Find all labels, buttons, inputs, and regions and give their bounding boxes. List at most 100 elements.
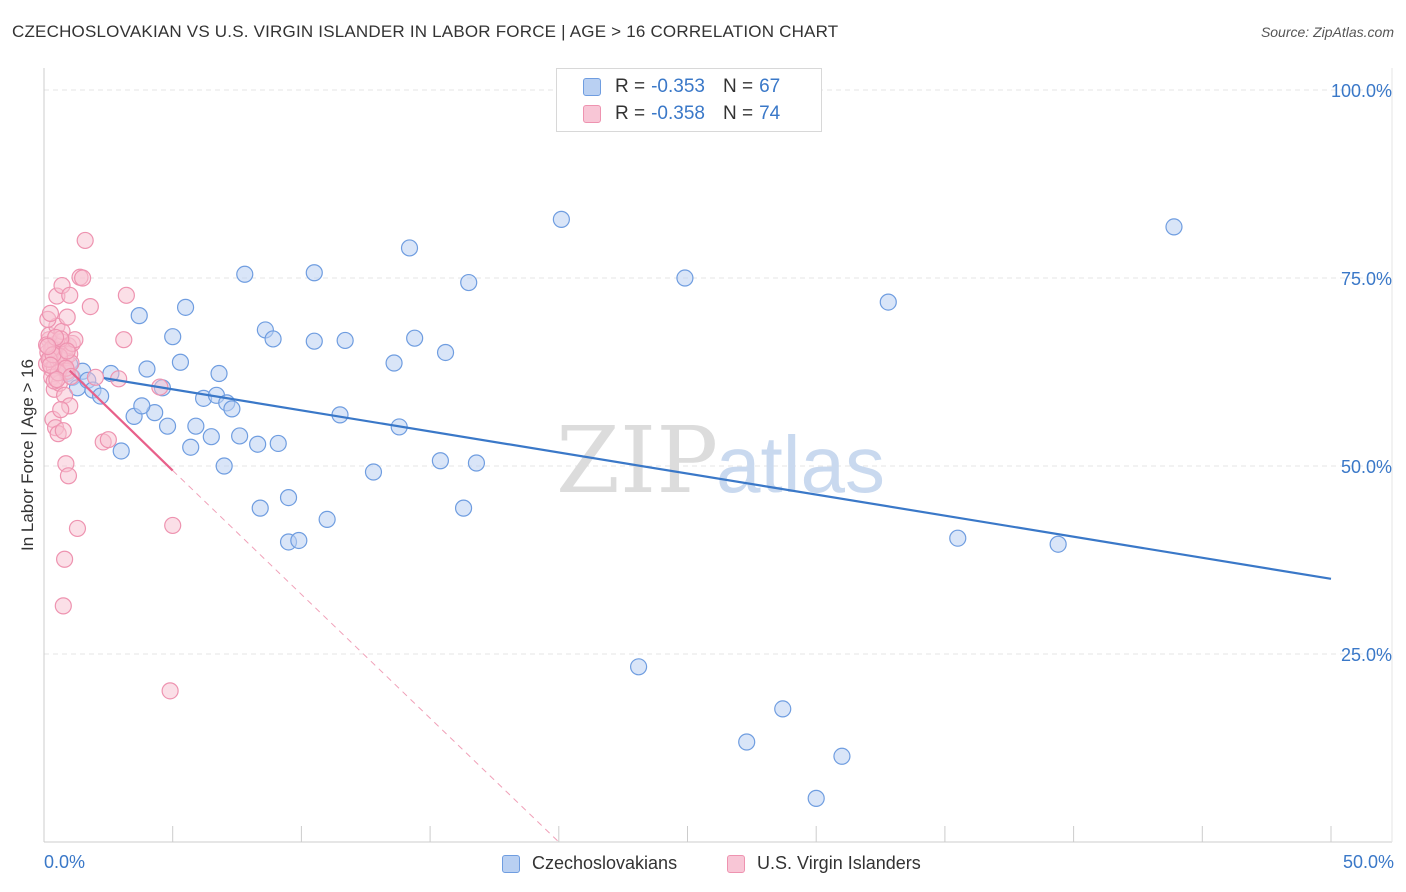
- data-point-virgin-islander: [41, 356, 60, 374]
- data-point-czechoslovakian: [807, 789, 825, 807]
- legend-label-virgin-islanders: U.S. Virgin Islanders: [757, 853, 921, 873]
- watermark-zip: ZIP: [556, 407, 718, 514]
- data-point-virgin-islander: [41, 304, 60, 322]
- data-point-virgin-islander: [117, 286, 135, 304]
- legend-n-value: 74: [759, 103, 781, 124]
- trend-line-czechoslovakians: [103, 376, 1332, 580]
- data-point-virgin-islander: [115, 331, 133, 349]
- legend-swatch-pink: [727, 854, 745, 873]
- data-point-virgin-islander: [52, 401, 70, 419]
- legend-label-czechoslovakians: Czechoslovakians: [532, 853, 678, 873]
- data-point-czechoslovakian: [133, 397, 151, 415]
- data-point-czechoslovakian: [279, 489, 298, 507]
- data-point-czechoslovakian: [171, 353, 190, 371]
- watermark-atlas: atlas: [716, 420, 885, 509]
- trend-line-virgin-islanders-extended: [172, 470, 560, 843]
- data-point-czechoslovakian: [467, 454, 486, 472]
- data-point-czechoslovakian: [949, 529, 967, 547]
- data-point-czechoslovakian: [231, 427, 249, 445]
- legend-item-czechoslovakians: Czechoslovakians: [502, 853, 677, 874]
- data-point-czechoslovakian: [164, 328, 182, 346]
- data-point-czechoslovakian: [264, 330, 282, 348]
- data-point-czechoslovakian: [400, 239, 419, 257]
- data-point-czechoslovakian: [318, 510, 336, 529]
- chart-title: CZECHOSLOVAKIAN VS U.S. VIRGIN ISLANDER …: [12, 22, 839, 41]
- data-point-czechoslovakian: [454, 499, 473, 517]
- trend-line-virgin-islanders: [68, 369, 174, 472]
- gridlines: [44, 89, 1392, 655]
- data-point-virgin-islander: [55, 550, 74, 568]
- data-point-czechoslovakian: [176, 298, 195, 316]
- data-point-czechoslovakian: [406, 329, 424, 347]
- data-point-czechoslovakian: [336, 331, 354, 350]
- legend-r-value: -0.358: [651, 103, 705, 124]
- series-virgin-islanders: [37, 231, 182, 700]
- data-point-czechoslovakian: [305, 332, 323, 350]
- data-point-virgin-islander: [81, 298, 99, 316]
- legend-item-virgin-islanders: U.S. Virgin Islanders: [727, 853, 921, 874]
- data-point-virgin-islander: [61, 286, 79, 304]
- data-point-virgin-islander: [164, 516, 182, 535]
- data-point-virgin-islander: [39, 337, 57, 356]
- data-point-czechoslovakian: [552, 210, 570, 228]
- data-point-czechoslovakian: [187, 417, 205, 435]
- series-legend: Czechoslovakians U.S. Virgin Islanders: [0, 851, 1406, 877]
- data-point-czechoslovakian: [460, 273, 478, 292]
- data-point-virgin-islander: [68, 519, 87, 538]
- legend-n-label: N =: [722, 103, 754, 124]
- legend-n-label: N =: [722, 76, 754, 97]
- source-label: Source: ZipAtlas.com: [1260, 24, 1394, 40]
- data-point-czechoslovakian: [833, 747, 851, 765]
- legend-swatch-blue: [502, 854, 520, 873]
- data-point-czechoslovakian: [249, 435, 267, 453]
- data-point-czechoslovakian: [202, 428, 220, 446]
- data-point-czechoslovakian: [385, 354, 403, 372]
- data-point-virgin-islander: [48, 370, 66, 389]
- y-tick-label-100: 100.0%: [1331, 81, 1392, 101]
- data-point-czechoslovakian: [158, 417, 177, 435]
- data-point-virgin-islander: [62, 367, 80, 386]
- y-tick-label-50: 50.0%: [1341, 457, 1392, 477]
- data-point-czechoslovakian: [138, 360, 156, 378]
- data-point-czechoslovakian: [210, 364, 228, 383]
- legend-row-virgin-islanders: R = -0.358 N = 74: [557, 100, 780, 128]
- data-point-czechoslovakian: [774, 700, 792, 718]
- data-point-czechoslovakian: [879, 293, 897, 311]
- watermark: ZIP atlas: [556, 407, 885, 514]
- legend-r-value: -0.353: [651, 76, 705, 97]
- data-point-czechoslovakian: [738, 733, 756, 751]
- data-point-virgin-islander: [161, 682, 179, 700]
- legend-n-value: 67: [759, 76, 781, 97]
- y-tick-label-75: 75.0%: [1341, 269, 1392, 289]
- data-point-czechoslovakian: [215, 457, 233, 475]
- data-point-czechoslovakian: [92, 387, 110, 405]
- legend-r-label: R =: [615, 103, 646, 124]
- data-point-czechoslovakian: [305, 264, 323, 282]
- series-czechoslovakians: [48, 210, 1183, 807]
- x-tick-min: 0.0%: [44, 852, 86, 872]
- data-point-virgin-islander: [86, 368, 105, 386]
- data-point-czechoslovakian: [290, 531, 308, 550]
- legend-swatch-blue: [583, 78, 601, 96]
- data-point-virgin-islander: [58, 342, 76, 360]
- data-point-czechoslovakian: [1165, 218, 1183, 236]
- legend-swatch-pink: [583, 105, 601, 123]
- legend-row-czechoslovakians: R = -0.353 N = 67: [557, 73, 780, 101]
- data-point-virgin-islander: [74, 269, 92, 287]
- data-point-virgin-islander: [54, 597, 72, 615]
- data-point-czechoslovakian: [236, 265, 254, 283]
- y-tick-labels: 25.0% 50.0% 75.0% 100.0%: [1331, 81, 1392, 665]
- data-point-czechoslovakian: [269, 434, 287, 453]
- data-point-czechoslovakian: [436, 343, 455, 362]
- data-point-czechoslovakian: [676, 269, 694, 287]
- data-point-czechoslovakian: [130, 307, 148, 325]
- data-point-virgin-islander: [99, 431, 117, 449]
- x-tick-max: 50.0%: [1342, 852, 1394, 872]
- data-point-czechoslovakian: [223, 400, 241, 418]
- trend-lines: [68, 369, 1332, 843]
- data-point-czechoslovakian: [182, 438, 200, 456]
- data-point-virgin-islander: [59, 467, 78, 485]
- data-point-czechoslovakian: [251, 499, 269, 517]
- data-point-czechoslovakian: [364, 463, 383, 481]
